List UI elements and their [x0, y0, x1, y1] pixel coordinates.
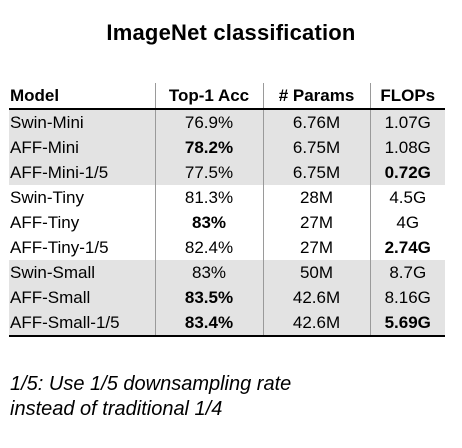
cell-top1-acc: 83% — [154, 210, 263, 235]
cell-flops: 1.08G — [369, 135, 445, 160]
cell-top1-acc: 77.5% — [154, 160, 263, 185]
cell-params: 50M — [262, 260, 370, 285]
cell-model: AFF-Tiny-1/5 — [10, 238, 109, 257]
column-header-flops: FLOPs — [369, 83, 445, 110]
table-row: AFF-Small 83.5% 42.6M 8.16G — [9, 285, 445, 310]
cell-top1-acc: 83.5% — [154, 285, 263, 310]
cell-model: AFF-Small-1/5 — [9, 310, 155, 337]
column-header-model: Model — [9, 83, 155, 110]
cell-flops: 4G — [369, 210, 445, 235]
cell-params: 27M — [262, 235, 370, 260]
cell-model: Swin-Small — [9, 260, 155, 285]
cell-model: Swin-Tiny — [10, 188, 84, 207]
cell-flops: 1.07G — [369, 109, 445, 135]
cell-model: AFF-Small — [9, 285, 155, 310]
cell-top1-acc: 76.9% — [154, 109, 263, 135]
cell-params: 6.76M — [262, 109, 370, 135]
footnote-line-2: instead of traditional 1/4 — [10, 398, 223, 420]
table-row: AFF-Mini-1/5 77.5% 6.75M 0.72G — [9, 160, 445, 185]
cell-params: 42.6M — [262, 310, 370, 337]
chart-title: ImageNet classification — [106, 20, 356, 45]
cell-flops: 8.16G — [369, 285, 445, 310]
cell-params: 27M — [262, 210, 370, 235]
header-row: Model Top-1 Acc # Params FLOPs — [9, 83, 445, 110]
cell-model: AFF-Tiny — [10, 213, 80, 232]
cell-model: AFF-Mini-1/5 — [9, 160, 155, 185]
cell-flops: 5.69G — [369, 310, 445, 337]
cell-top1-acc: 81.3% — [154, 185, 263, 210]
table-body: Swin-Mini 76.9% 6.76M 1.07G AFF-Mini 78.2% 6.7… — [9, 109, 445, 337]
column-header-params: # Params — [262, 83, 370, 110]
cell-top1-acc: 82.4% — [154, 235, 263, 260]
table-row: AFF-Mini 78.2% 6.75M 1.08G — [9, 135, 445, 160]
cell-top1-acc: 83.4% — [154, 310, 263, 337]
footnote-line-1: 1/5: Use 1/5 downsampling rate — [10, 373, 292, 395]
cell-top1-acc: 78.2% — [154, 135, 263, 160]
cell-model: AFF-Mini — [9, 135, 155, 160]
table-row: AFF-Small-1/5 83.4% 42.6M 5.69G — [9, 310, 445, 337]
cell-flops: 2.74G — [369, 235, 445, 260]
table-row: Swin-Small 83% 50M 8.7G — [9, 260, 445, 285]
cell-params: 6.75M — [262, 160, 370, 185]
cell-flops: 0.72G — [369, 160, 445, 185]
cell-params: 6.75M — [262, 135, 370, 160]
footnote: 1/5: Use 1/5 downsampling rate instead o… — [10, 372, 450, 422]
table-row: Swin-Tiny 81.3% 28M 4.5G — [9, 185, 445, 210]
results-table: Model Top-1 Acc # Params FLOPs Swin-Mini… — [9, 83, 445, 337]
cell-params: 28M — [262, 185, 370, 210]
column-header-top1-acc: Top-1 Acc — [154, 83, 263, 110]
table-row: AFF-Tiny 83% 27M 4G — [9, 210, 445, 235]
table-row: Swin-Mini 76.9% 6.76M 1.07G — [9, 109, 445, 135]
cell-flops: 8.7G — [369, 260, 445, 285]
cell-params: 42.6M — [262, 285, 370, 310]
cell-model: Swin-Mini — [9, 109, 155, 135]
table-row: AFF-Tiny-1/5 82.4% 27M 2.74G — [9, 235, 445, 260]
cell-flops: 4.5G — [369, 185, 445, 210]
cell-top1-acc: 83% — [154, 260, 263, 285]
